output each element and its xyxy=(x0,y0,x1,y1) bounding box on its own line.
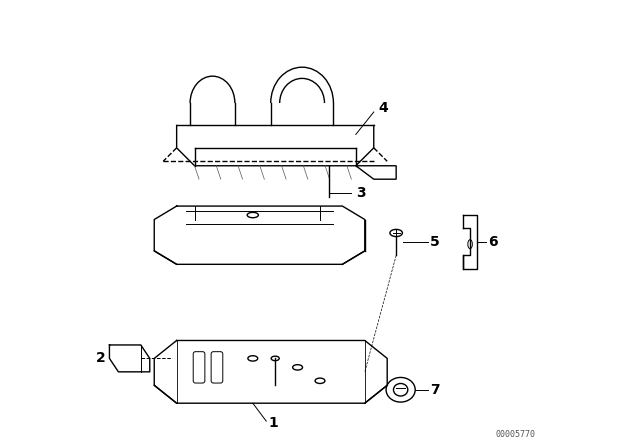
Text: 1: 1 xyxy=(269,416,278,431)
Text: 7: 7 xyxy=(430,383,440,397)
Text: 00005770: 00005770 xyxy=(495,430,535,439)
Text: 3: 3 xyxy=(356,185,365,200)
Text: 5: 5 xyxy=(430,235,440,249)
Text: 4: 4 xyxy=(378,100,388,115)
Text: 6: 6 xyxy=(488,235,498,249)
Text: 2: 2 xyxy=(96,351,106,366)
